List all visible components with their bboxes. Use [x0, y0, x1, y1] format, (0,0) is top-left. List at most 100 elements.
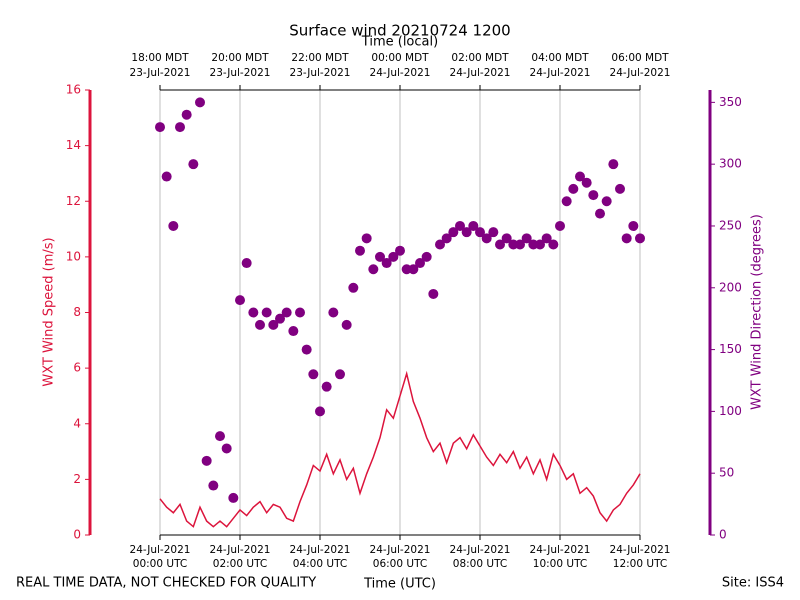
direction-point: [175, 122, 185, 133]
x-tick-label: 24-Jul-2021: [130, 544, 191, 556]
y-tick-label: 2: [73, 472, 81, 486]
top-tick-label: 23-Jul-2021: [130, 67, 191, 79]
direction-point: [495, 239, 505, 250]
x-tick-label: 24-Jul-2021: [370, 544, 431, 556]
y-tick-label: 0: [73, 528, 81, 542]
direction-point: [181, 109, 192, 120]
direction-point: [381, 258, 392, 269]
direction-point: [575, 171, 585, 182]
direction-point: [375, 251, 385, 262]
y-tick-label: 6: [73, 361, 81, 375]
direction-point: [361, 233, 372, 244]
direction-point: [208, 480, 219, 491]
y2-axis-label: WXT Wind Direction (degrees): [750, 214, 765, 410]
top-tick-label: 24-Jul-2021: [530, 67, 591, 79]
direction-point: [488, 227, 499, 238]
direction-point: [595, 208, 605, 219]
x-tick-label: 06:00 UTC: [373, 558, 427, 570]
chart-title: Surface wind 20210724 1200: [289, 22, 510, 40]
direction-point: [441, 233, 452, 244]
direction-point: [281, 307, 292, 318]
top-tick-label: 00:00 MDT: [371, 52, 429, 64]
direction-point: [328, 307, 339, 318]
direction-point: [161, 171, 172, 182]
direction-point: [235, 295, 245, 306]
direction-point: [515, 239, 525, 250]
top-tick-label: 04:00 MDT: [531, 52, 589, 64]
x-tick-label: 08:00 UTC: [453, 558, 507, 570]
y-tick-label: 10: [66, 249, 81, 263]
direction-point: [408, 264, 419, 275]
y-tick-label: 16: [66, 83, 81, 97]
y2-tick-label: 250: [719, 218, 742, 232]
footer-note: REAL TIME DATA, NOT CHECKED FOR QUALITY: [16, 576, 316, 591]
top-tick-label: 23-Jul-2021: [210, 67, 271, 79]
direction-point: [455, 220, 465, 231]
direction-point: [501, 233, 512, 244]
direction-point: [261, 307, 272, 318]
x-tick-label: 24-Jul-2021: [450, 544, 511, 556]
direction-point: [628, 220, 639, 231]
x-tick-label: 00:00 UTC: [133, 558, 187, 570]
top-tick-label: 18:00 MDT: [131, 52, 189, 64]
direction-point: [275, 313, 285, 324]
direction-point: [448, 227, 459, 238]
y-axis-label: WXT Wind Speed (m/s): [42, 237, 57, 386]
direction-point: [635, 233, 645, 244]
direction-point: [581, 177, 592, 188]
x-tick-label: 02:00 UTC: [213, 558, 267, 570]
x-tick-label: 24-Jul-2021: [290, 544, 351, 556]
y2-tick-label: 150: [719, 342, 742, 356]
top-tick-label: 02:00 MDT: [451, 52, 509, 64]
direction-point: [288, 326, 299, 337]
direction-point: [541, 233, 552, 244]
direction-point: [475, 227, 485, 238]
direction-point: [348, 282, 359, 293]
top-tick-label: 23-Jul-2021: [290, 67, 351, 79]
direction-point: [295, 307, 305, 318]
direction-point: [188, 159, 199, 170]
direction-point: [168, 220, 179, 231]
direction-point: [268, 319, 279, 330]
top-tick-label: 20:00 MDT: [211, 52, 269, 64]
y2-tick-label: 350: [719, 95, 742, 109]
direction-point: [535, 239, 545, 250]
direction-point: [421, 251, 432, 262]
direction-point: [461, 227, 472, 238]
y-tick-label: 8: [73, 305, 81, 319]
y2-tick-label: 200: [719, 280, 742, 294]
top-tick-label: 22:00 MDT: [291, 52, 349, 64]
y2-tick-label: 50: [719, 466, 734, 480]
y2-tick-label: 0: [719, 528, 727, 542]
y-tick-label: 4: [73, 416, 81, 430]
direction-point: [588, 190, 599, 201]
direction-point: [155, 122, 165, 133]
direction-point: [468, 220, 479, 231]
top-axis-label: Time (local): [361, 35, 438, 50]
direction-point: [301, 344, 312, 355]
y-tick-label: 14: [66, 138, 81, 152]
top-tick-label: 24-Jul-2021: [450, 67, 511, 79]
direction-point: [428, 288, 439, 299]
direction-point: [321, 381, 332, 392]
direction-point: [315, 406, 325, 417]
direction-point: [415, 258, 425, 269]
speed-line: [159, 370, 641, 528]
x-tick-label: 12:00 UTC: [613, 558, 667, 570]
y2-tick-label: 300: [719, 157, 742, 171]
direction-point: [555, 220, 565, 231]
x-tick-label: 04:00 UTC: [293, 558, 347, 570]
x-tick-label: 24-Jul-2021: [610, 544, 671, 556]
top-tick-label: 24-Jul-2021: [610, 67, 671, 79]
x-tick-label: 10:00 UTC: [533, 558, 587, 570]
direction-point: [255, 319, 265, 330]
direction-point: [355, 245, 365, 256]
direction-point: [615, 183, 625, 194]
x-tick-label: 24-Jul-2021: [210, 544, 271, 556]
top-tick-label: 24-Jul-2021: [370, 67, 431, 79]
direction-point: [481, 233, 492, 244]
direction-point: [335, 369, 345, 380]
direction-point: [241, 258, 252, 269]
direction-point: [395, 245, 405, 256]
